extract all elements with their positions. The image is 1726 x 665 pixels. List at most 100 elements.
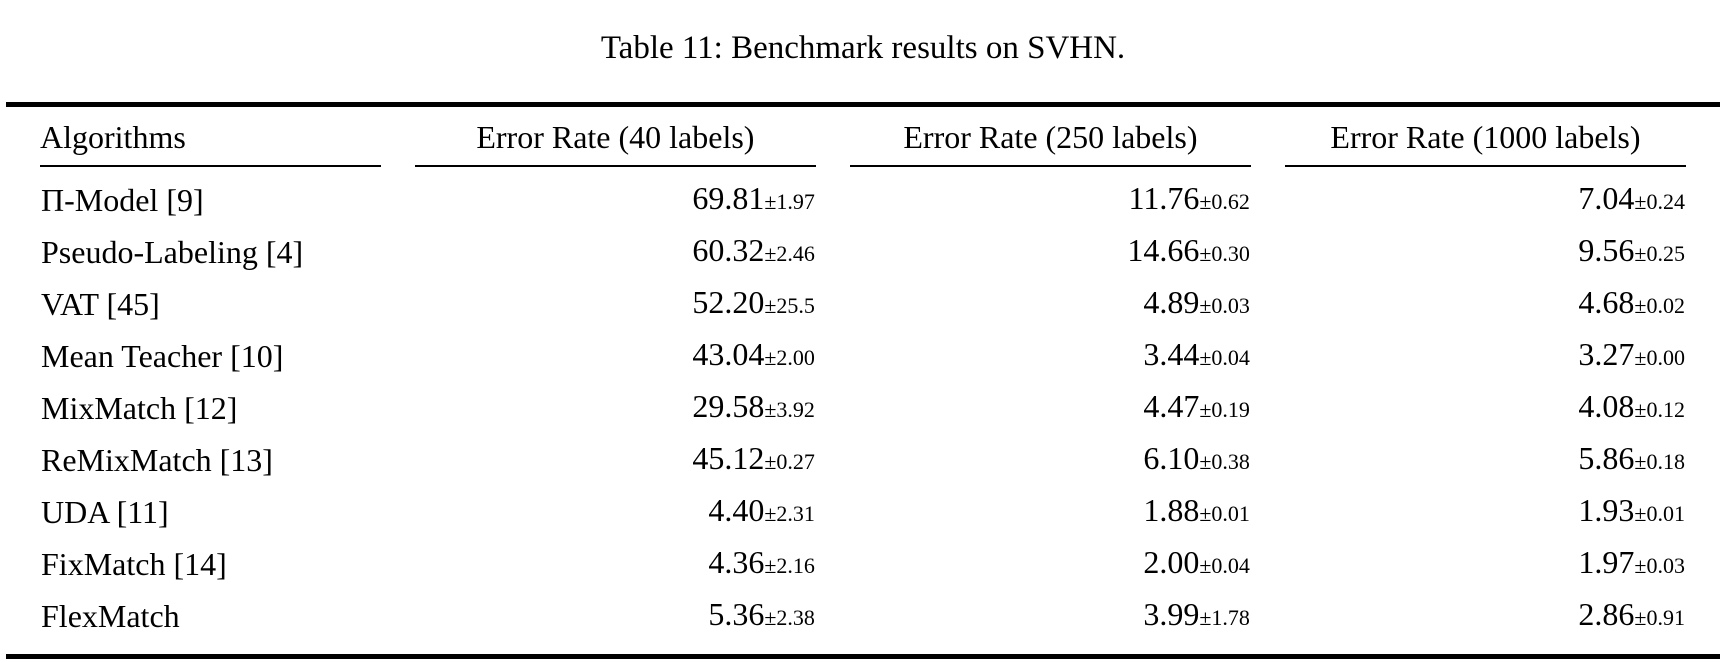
error-mean: 7.04 bbox=[1578, 180, 1635, 216]
error-mean: 69.81 bbox=[692, 180, 765, 216]
error-rate-cell: 4.40±2.31 bbox=[415, 486, 816, 538]
error-mean: 45.12 bbox=[692, 440, 765, 476]
table-row: MixMatch [12] 29.58±3.92 4.47±0.19 4.08±… bbox=[40, 382, 1686, 434]
algorithm-name: Π-Model [9] bbox=[41, 182, 204, 218]
error-rate-cell: 1.88±0.01 bbox=[850, 486, 1251, 538]
error-rate-cell: 2.86±0.91 bbox=[1285, 590, 1686, 642]
table-row: UDA [11] 4.40±2.31 1.88±0.01 1.93±0.01 bbox=[40, 486, 1686, 538]
error-std: ±2.38 bbox=[764, 605, 815, 630]
error-std: ±0.91 bbox=[1634, 605, 1685, 630]
error-std: ±0.19 bbox=[1199, 397, 1250, 422]
table-row: ReMixMatch [13] 45.12±0.27 6.10±0.38 5.8… bbox=[40, 434, 1686, 486]
error-mean: 4.08 bbox=[1578, 388, 1635, 424]
error-std: ±0.38 bbox=[1199, 449, 1250, 474]
error-std: ±0.02 bbox=[1634, 293, 1685, 318]
error-mean: 4.89 bbox=[1143, 284, 1200, 320]
algorithm-name: MixMatch [12] bbox=[41, 390, 238, 426]
algorithm-name: Mean Teacher [10] bbox=[41, 338, 284, 374]
col-header-error-250: Error Rate (250 labels) bbox=[849, 107, 1251, 167]
error-mean: 9.56 bbox=[1578, 232, 1635, 268]
error-rate-cell: 4.68±0.02 bbox=[1285, 278, 1686, 330]
error-mean: 4.47 bbox=[1143, 388, 1200, 424]
error-rate-cell: 7.04±0.24 bbox=[1285, 167, 1686, 226]
table-row: VAT [45] 52.20±25.5 4.89±0.03 4.68±0.02 bbox=[40, 278, 1686, 330]
error-rate-cell: 2.00±0.04 bbox=[850, 538, 1251, 590]
error-mean: 14.66 bbox=[1127, 232, 1200, 268]
error-std: ±0.30 bbox=[1199, 241, 1250, 266]
error-rate-cell: 29.58±3.92 bbox=[415, 382, 816, 434]
error-mean: 2.00 bbox=[1143, 544, 1200, 580]
error-std: ±0.62 bbox=[1199, 189, 1250, 214]
table-row: FlexMatch 5.36±2.38 3.99±1.78 2.86±0.91 bbox=[40, 590, 1686, 642]
error-rate-cell: 4.08±0.12 bbox=[1285, 382, 1686, 434]
error-std: ±0.03 bbox=[1199, 293, 1250, 318]
error-std: ±0.04 bbox=[1199, 553, 1250, 578]
error-rate-cell: 3.99±1.78 bbox=[850, 590, 1251, 642]
algorithm-name: FlexMatch bbox=[41, 598, 180, 634]
error-rate-cell: 4.47±0.19 bbox=[850, 382, 1251, 434]
algorithm-name: ReMixMatch [13] bbox=[41, 442, 273, 478]
error-mean: 1.97 bbox=[1578, 544, 1635, 580]
col-header-error-1000: Error Rate (1000 labels) bbox=[1284, 107, 1686, 167]
error-rate-cell: 43.04±2.00 bbox=[415, 330, 816, 382]
error-std: ±2.31 bbox=[764, 501, 815, 526]
error-std: ±0.12 bbox=[1634, 397, 1685, 422]
error-mean: 4.36 bbox=[708, 544, 765, 580]
error-rate-cell: 1.93±0.01 bbox=[1285, 486, 1686, 538]
error-rate-cell: 14.66±0.30 bbox=[850, 226, 1251, 278]
error-rate-cell: 4.36±2.16 bbox=[415, 538, 816, 590]
error-std: ±0.25 bbox=[1634, 241, 1685, 266]
error-rate-cell: 45.12±0.27 bbox=[415, 434, 816, 486]
error-mean: 5.36 bbox=[708, 596, 765, 632]
error-rate-cell: 60.32±2.46 bbox=[415, 226, 816, 278]
benchmark-table: Algorithms Error Rate (40 labels) Error … bbox=[6, 107, 1720, 642]
algorithm-name: UDA [11] bbox=[41, 494, 169, 530]
error-mean: 6.10 bbox=[1143, 440, 1200, 476]
error-std: ±0.01 bbox=[1199, 501, 1250, 526]
error-mean: 60.32 bbox=[692, 232, 765, 268]
error-rate-cell: 3.44±0.04 bbox=[850, 330, 1251, 382]
error-std: ±1.97 bbox=[764, 189, 815, 214]
algorithm-name: VAT [45] bbox=[41, 286, 160, 322]
error-mean: 4.68 bbox=[1578, 284, 1635, 320]
error-mean: 52.20 bbox=[692, 284, 765, 320]
error-std: ±0.00 bbox=[1634, 345, 1685, 370]
error-std: ±1.78 bbox=[1199, 605, 1250, 630]
error-rate-cell: 5.86±0.18 bbox=[1285, 434, 1686, 486]
algorithm-name: FixMatch [14] bbox=[41, 546, 227, 582]
error-std: ±25.5 bbox=[764, 293, 815, 318]
header-row: Algorithms Error Rate (40 labels) Error … bbox=[40, 107, 1686, 167]
error-rate-cell: 4.89±0.03 bbox=[850, 278, 1251, 330]
table-row: FixMatch [14] 4.36±2.16 2.00±0.04 1.97±0… bbox=[40, 538, 1686, 590]
error-mean: 4.40 bbox=[708, 492, 765, 528]
error-rate-cell: 6.10±0.38 bbox=[850, 434, 1251, 486]
error-mean: 2.86 bbox=[1578, 596, 1635, 632]
error-std: ±2.46 bbox=[764, 241, 815, 266]
paper-page: Table 11: Benchmark results on SVHN. Alg… bbox=[0, 28, 1726, 659]
error-std: ±0.01 bbox=[1634, 501, 1685, 526]
error-rate-cell: 52.20±25.5 bbox=[415, 278, 816, 330]
table-caption: Table 11: Benchmark results on SVHN. bbox=[600, 30, 1126, 66]
error-mean: 43.04 bbox=[692, 336, 765, 372]
table-top-rule bbox=[6, 102, 1720, 107]
error-mean: 3.27 bbox=[1578, 336, 1635, 372]
error-std: ±0.03 bbox=[1634, 553, 1685, 578]
table-row: Mean Teacher [10] 43.04±2.00 3.44±0.04 3… bbox=[40, 330, 1686, 382]
error-mean: 29.58 bbox=[692, 388, 765, 424]
table-bottom-rule bbox=[6, 654, 1720, 659]
error-mean: 11.76 bbox=[1128, 180, 1200, 216]
error-mean: 1.88 bbox=[1143, 492, 1200, 528]
error-rate-cell: 5.36±2.38 bbox=[415, 590, 816, 642]
error-rate-cell: 9.56±0.25 bbox=[1285, 226, 1686, 278]
error-rate-cell: 3.27±0.00 bbox=[1285, 330, 1686, 382]
error-std: ±0.04 bbox=[1199, 345, 1250, 370]
error-std: ±3.92 bbox=[764, 397, 815, 422]
error-std: ±0.18 bbox=[1634, 449, 1685, 474]
col-header-error-40: Error Rate (40 labels) bbox=[414, 107, 816, 167]
algorithm-name: Pseudo-Labeling [4] bbox=[41, 234, 304, 270]
error-std: ±2.00 bbox=[764, 345, 815, 370]
error-mean: 1.93 bbox=[1578, 492, 1635, 528]
error-std: ±0.27 bbox=[764, 449, 815, 474]
error-mean: 3.99 bbox=[1143, 596, 1200, 632]
error-rate-cell: 1.97±0.03 bbox=[1285, 538, 1686, 590]
